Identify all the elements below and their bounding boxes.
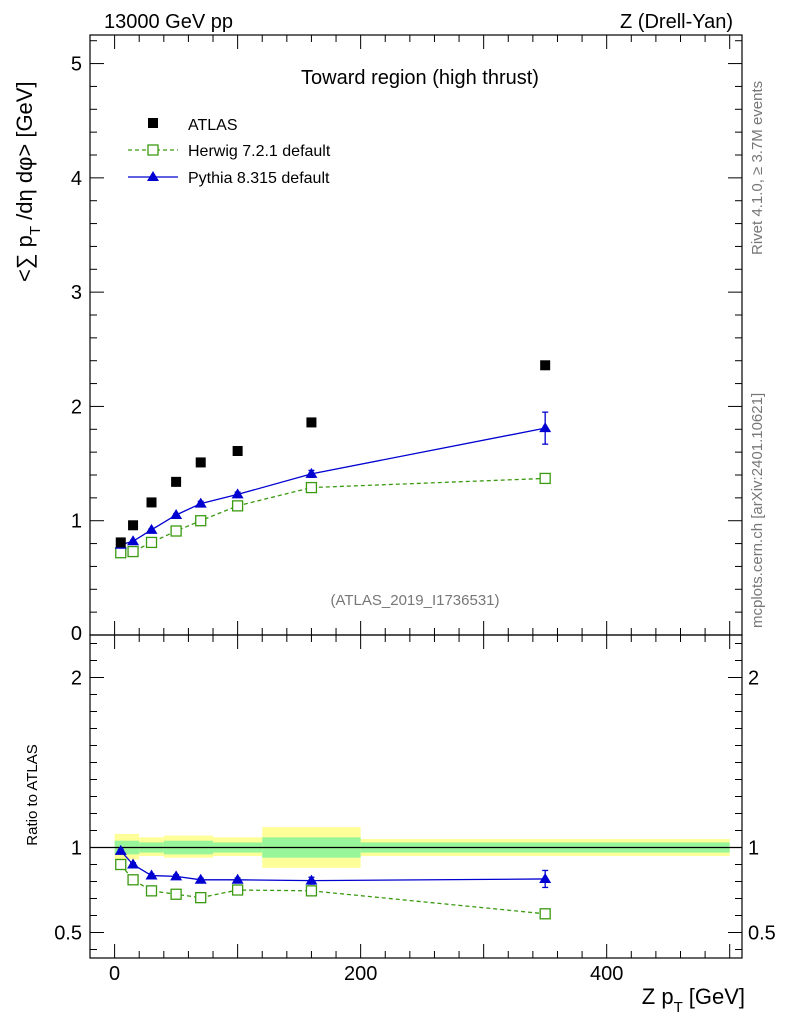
header-energy: 13000 GeV pp xyxy=(104,11,233,33)
ratio-y-tick-label: 2 xyxy=(71,668,82,690)
legend-label-pythia: Pythia 8.315 default xyxy=(188,170,330,187)
herwig-ratio-point xyxy=(127,874,139,886)
ratio-y-tick-label-right: 0.5 xyxy=(748,923,776,945)
herwig-ratio-point xyxy=(170,888,182,900)
herwig-point xyxy=(127,545,139,558)
y-tick-label: 3 xyxy=(71,282,82,304)
x-label-unit: [GeV] xyxy=(689,984,745,1009)
mcplots-label: mcplots.cern.ch [arXiv:2401.10621] xyxy=(749,393,766,628)
y-tick-label: 1 xyxy=(71,511,82,533)
herwig-point xyxy=(145,536,158,549)
x-tick-label: 400 xyxy=(590,963,623,985)
atlas-point xyxy=(306,417,317,428)
herwig-ratio-point xyxy=(195,892,207,904)
x-label-main: Z p xyxy=(642,984,674,1009)
herwig-line xyxy=(120,477,546,554)
pythia-ratio-point xyxy=(114,844,127,855)
y-label-part1: <∑ p xyxy=(12,235,37,282)
rivet-label: Rivet 4.1.0, ≥ 3.7M events xyxy=(749,81,766,255)
atlas-point xyxy=(232,446,243,456)
x-axis-label: Z pT [GeV] xyxy=(642,984,745,1016)
pythia-ratio-point xyxy=(127,858,140,869)
herwig-ratio-line xyxy=(120,864,546,915)
pythia-point xyxy=(305,467,318,478)
pythia-ratio-point xyxy=(539,872,552,883)
y-tick-label: 5 xyxy=(71,54,82,76)
atlas-point xyxy=(115,537,126,548)
analysis-watermark: (ATLAS_2019_I1736531) xyxy=(330,592,499,609)
herwig-ratio-point xyxy=(145,885,158,897)
pythia-line xyxy=(120,427,546,546)
pythia-ratio-point xyxy=(170,870,183,881)
atlas-point xyxy=(171,476,182,487)
legend-marker-pythia xyxy=(147,171,159,181)
x-label-sub: T xyxy=(674,999,683,1016)
ratio-plot-frame xyxy=(89,634,743,959)
herwig-ratio-point xyxy=(539,908,551,920)
legend-label-herwig: Herwig 7.2.1 default xyxy=(188,143,331,160)
herwig-point xyxy=(195,515,207,527)
herwig-ratio-point xyxy=(305,885,318,897)
ratio-y-tick-label: 0.5 xyxy=(54,923,82,945)
herwig-point xyxy=(539,472,551,485)
y-tick-label: 4 xyxy=(71,168,82,190)
pythia-point xyxy=(145,523,158,534)
plot-title: Toward region (high thrust) xyxy=(301,67,539,89)
x-tick-label: 200 xyxy=(344,963,377,985)
pythia-ratio-point xyxy=(231,873,244,884)
herwig-point xyxy=(115,547,127,559)
ratio-y-tick-label-right: 1 xyxy=(748,838,759,860)
ratio-y-tick-label-right: 2 xyxy=(748,668,759,690)
legend-marker-atlas xyxy=(148,118,158,128)
legend-label-atlas: ATLAS xyxy=(188,117,238,134)
pythia-ratio-point xyxy=(145,869,158,880)
pythia-point xyxy=(127,535,140,546)
main-y-axis-label: <∑ pT /dη dφ> [GeV] xyxy=(12,81,44,282)
pythia-point xyxy=(194,497,207,508)
legend-marker-herwig xyxy=(147,144,159,156)
atlas-point xyxy=(540,360,551,371)
pythia-point xyxy=(539,422,552,433)
atlas-point xyxy=(128,520,139,531)
y-label-sub: T xyxy=(27,226,44,235)
legend: ATLAS Herwig 7.2.1 default Pythia 8.315 … xyxy=(128,117,331,187)
pythia-point xyxy=(170,509,183,519)
main-plot: 1 2 3 4 5 0 xyxy=(71,34,743,645)
herwig-point xyxy=(305,481,318,494)
header-process: Z (Drell-Yan) xyxy=(620,11,733,33)
pythia-ratio-point xyxy=(194,873,207,884)
atlas-point xyxy=(195,457,206,468)
atlas-point xyxy=(146,497,157,508)
x-tick-label: 0 xyxy=(109,963,120,985)
ratio-y-axis-label: Ratio to ATLAS xyxy=(24,744,41,845)
herwig-ratio-point xyxy=(231,884,244,896)
herwig-point xyxy=(170,525,182,537)
y-tick-label: 2 xyxy=(71,396,82,418)
y-tick-label-zero: 0 xyxy=(71,623,82,645)
ratio-plot: 0 200 400 0.5 0.5 1 1 2 2 xyxy=(54,634,776,985)
herwig-point xyxy=(231,500,244,512)
pythia-ratio-point xyxy=(305,874,318,885)
y-label-part2: /dη dφ> [GeV] xyxy=(12,81,37,226)
herwig-ratio-point xyxy=(115,858,127,871)
ratio-y-tick-label: 1 xyxy=(71,838,82,860)
pythia-point xyxy=(231,488,244,499)
